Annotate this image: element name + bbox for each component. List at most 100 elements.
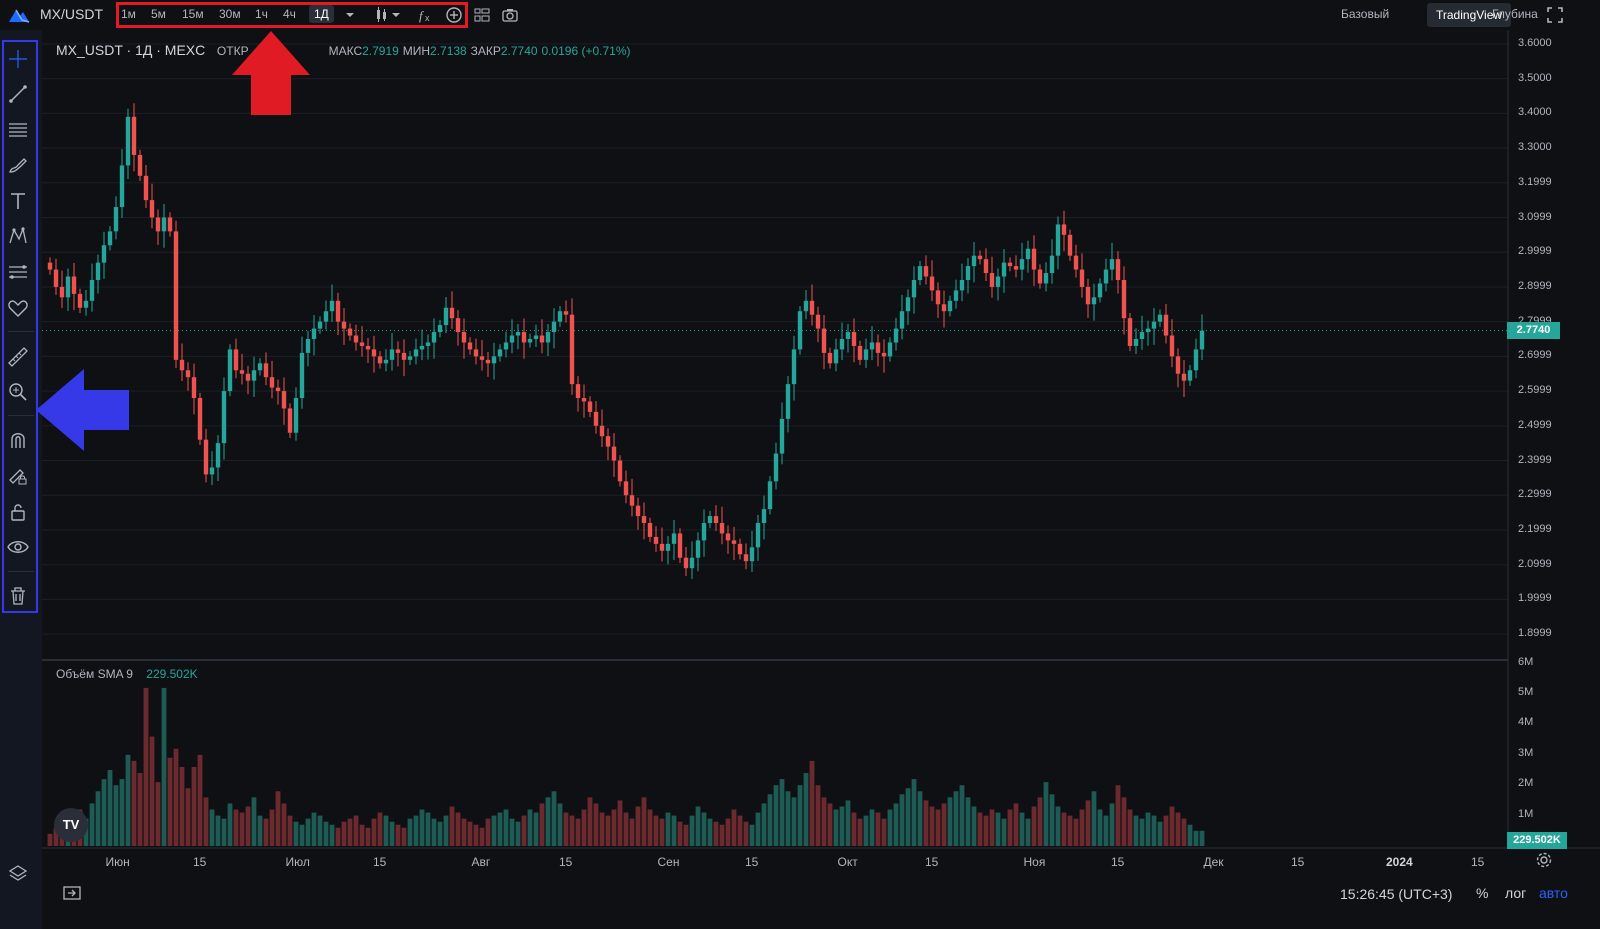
candle-body xyxy=(1079,269,1085,287)
volume-bar xyxy=(1049,794,1055,846)
candle-body xyxy=(539,335,545,343)
layout-icon[interactable] xyxy=(472,5,492,25)
candle-body xyxy=(659,543,665,551)
ruler-icon xyxy=(8,347,28,367)
hide-drawings-tool[interactable] xyxy=(6,535,30,559)
candle-body xyxy=(203,439,209,475)
volume-legend: Объём SMA 9 229.502K xyxy=(56,667,198,681)
trend-line-icon xyxy=(9,85,27,103)
drawing-tools-highlight-box xyxy=(2,40,38,613)
volume-bar xyxy=(341,821,347,846)
view-depth-tab[interactable]: Глубина xyxy=(1492,7,1538,21)
volume-bar xyxy=(863,815,869,846)
timeframe-1h-button[interactable]: 1ч xyxy=(255,7,268,21)
candle-body xyxy=(377,356,383,364)
volume-bars xyxy=(47,687,1205,846)
goto-date-icon[interactable] xyxy=(62,884,82,902)
auto-scale-button[interactable]: авто xyxy=(1539,885,1568,901)
volume-bar xyxy=(743,821,749,846)
volume-bar xyxy=(515,821,521,846)
fib-tool[interactable] xyxy=(6,260,30,284)
camera-icon[interactable] xyxy=(500,5,520,25)
volume-bar xyxy=(893,803,899,846)
candle-body xyxy=(905,297,911,312)
legend-title[interactable]: MX_USDT · 1Д · MEXC xyxy=(56,42,206,58)
candle-body xyxy=(875,342,881,353)
candle-body xyxy=(83,300,89,308)
timeframe-dropdown-icon[interactable] xyxy=(340,5,360,25)
view-basic-tab[interactable]: Базовый xyxy=(1341,7,1390,21)
candle-body xyxy=(725,533,731,541)
candle-body xyxy=(719,523,725,534)
volume-bar xyxy=(155,782,161,846)
volume-bar xyxy=(581,809,587,846)
log-scale-button[interactable]: лог xyxy=(1505,885,1527,901)
candle-body xyxy=(365,345,371,350)
top-toolbar: MX/USDT 1м 5м 15м 30м 1ч 4ч 1Д f x Базов… xyxy=(0,0,1600,31)
settings-icon[interactable] xyxy=(1535,851,1553,869)
tradingview-logo[interactable]: TV xyxy=(54,808,88,842)
candle-body xyxy=(95,262,101,280)
candle-body xyxy=(947,300,953,312)
horizontal-lines-icon xyxy=(9,123,27,137)
timeframe-15m-button[interactable]: 15м xyxy=(182,7,204,21)
price-chart[interactable] xyxy=(42,30,1600,929)
clock-label[interactable]: 15:26:45 (UTC+3) xyxy=(1340,886,1453,902)
volume-label[interactable]: Объём SMA 9 xyxy=(56,667,133,681)
view-tradingview-tab[interactable]: TradingView xyxy=(1427,3,1512,27)
candle-body xyxy=(797,311,803,350)
crosshair-tool[interactable] xyxy=(6,47,30,71)
horizontal-lines-tool[interactable] xyxy=(6,117,30,141)
volume-bar xyxy=(395,824,401,846)
pattern-icon xyxy=(9,226,27,244)
symbol-label[interactable]: MX/USDT xyxy=(40,6,103,22)
remove-drawings-tool[interactable] xyxy=(6,584,30,608)
volume-bar xyxy=(335,827,341,846)
candle-body xyxy=(671,533,677,544)
timeframe-5m-button[interactable]: 5м xyxy=(151,7,166,21)
magnet-tool[interactable] xyxy=(6,428,30,452)
timeframe-1d-button[interactable]: 1Д xyxy=(309,5,334,23)
candle-body xyxy=(197,398,203,440)
object-tree-tool[interactable] xyxy=(6,862,30,886)
candle-type-icon[interactable] xyxy=(372,5,404,25)
text-tool[interactable] xyxy=(6,189,30,213)
candle-body xyxy=(1103,269,1109,284)
lock-drawings-tool[interactable] xyxy=(6,500,30,524)
percent-scale-button[interactable]: % xyxy=(1476,885,1489,901)
timeframe-1m-button[interactable]: 1м xyxy=(121,7,136,21)
candle-body xyxy=(275,387,281,392)
candle-body xyxy=(545,332,551,343)
candle-body xyxy=(983,259,989,274)
compare-icon[interactable] xyxy=(444,5,464,25)
indicators-icon[interactable]: f x xyxy=(416,5,436,25)
volume-bar xyxy=(785,791,791,846)
timeframe-30m-button[interactable]: 30м xyxy=(219,7,241,21)
fullscreen-icon[interactable] xyxy=(1545,5,1565,25)
volume-bar xyxy=(677,821,683,846)
time-axis-label: 15 xyxy=(193,855,207,869)
volume-bar xyxy=(473,824,479,846)
volume-bar xyxy=(965,797,971,846)
timeframe-4h-button[interactable]: 4ч xyxy=(283,7,296,21)
candle-body xyxy=(1049,255,1055,274)
volume-axis-label: 3M xyxy=(1518,746,1534,759)
volume-bar xyxy=(869,809,875,846)
volume-bar xyxy=(389,821,395,846)
candle-body xyxy=(239,370,245,374)
favorites-tool[interactable] xyxy=(6,296,30,320)
stay-in-drawing-mode-tool[interactable] xyxy=(6,464,30,488)
pattern-tool[interactable] xyxy=(6,224,30,248)
brush-tool[interactable] xyxy=(6,153,30,177)
volume-bar xyxy=(203,797,209,846)
volume-bar xyxy=(827,803,833,846)
candle-body xyxy=(47,262,53,270)
volume-bar xyxy=(521,815,527,846)
candle-body xyxy=(371,349,377,357)
volume-bar xyxy=(563,812,569,846)
ruler-tool[interactable] xyxy=(6,345,30,369)
trend-line-tool[interactable] xyxy=(6,82,30,106)
zoom-tool[interactable] xyxy=(6,380,30,404)
volume-bar xyxy=(959,785,965,846)
legend-high-value: 2.7919 xyxy=(362,44,399,58)
